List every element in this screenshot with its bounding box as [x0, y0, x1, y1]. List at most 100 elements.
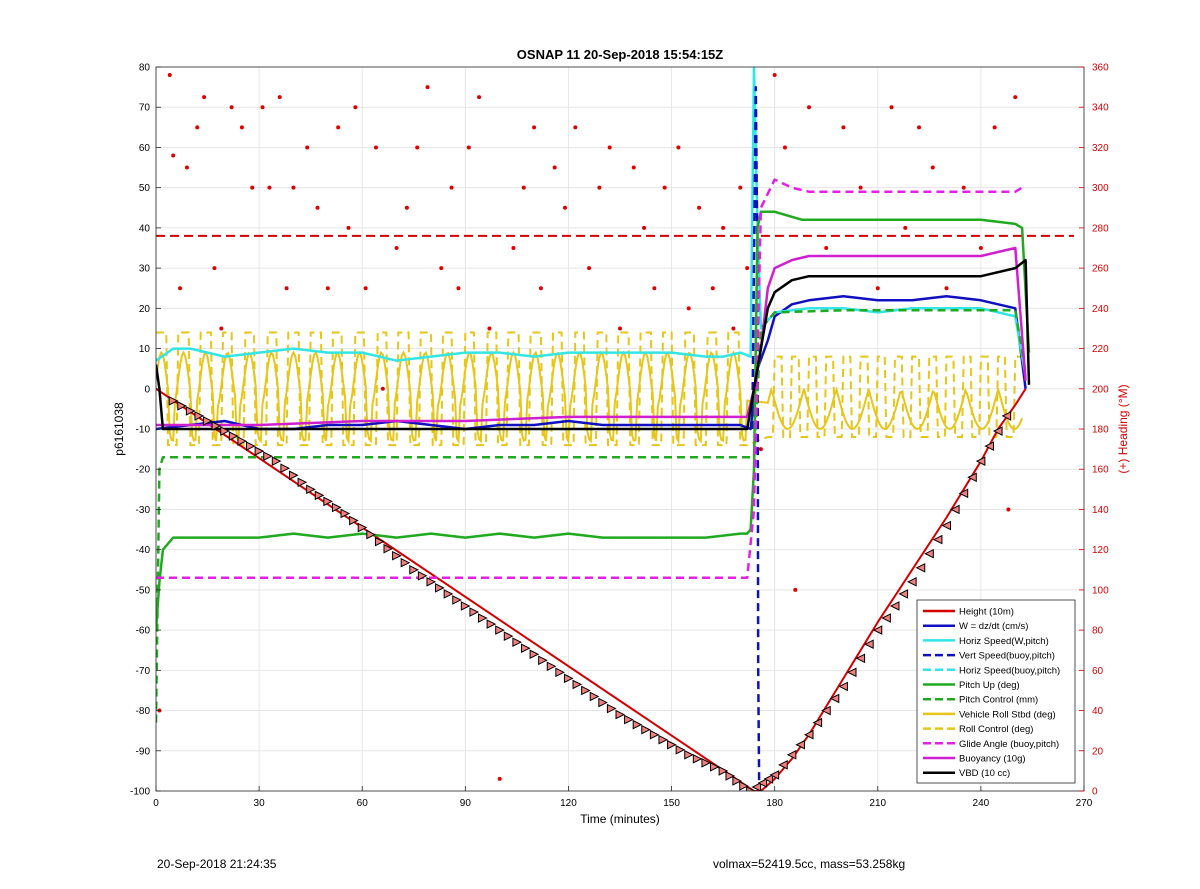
y2-tick-label: 0 [1092, 787, 1098, 798]
attitude-marker [460, 601, 471, 611]
attitude-marker [185, 406, 196, 416]
attitude-marker [829, 693, 840, 704]
heading-point [219, 326, 224, 331]
legend-label: W = dz/dt (cm/s) [959, 621, 1028, 632]
heading-point [587, 266, 592, 271]
attitude-marker [778, 760, 788, 770]
heading-point [239, 125, 244, 130]
heading-point [195, 125, 200, 130]
heading-point [992, 125, 997, 130]
heading-point [875, 286, 880, 291]
heading-point [456, 286, 461, 291]
heading-point [363, 286, 368, 291]
attitude-marker [374, 536, 385, 547]
y-tick-label: -60 [136, 626, 151, 637]
heading-point [889, 105, 894, 110]
attitude-marker [624, 714, 634, 725]
attitude-marker [237, 436, 248, 446]
y-tick-label: -50 [136, 585, 151, 596]
attitude-marker [246, 441, 256, 451]
x-tick-label: 90 [460, 798, 472, 809]
attitude-marker [732, 776, 742, 786]
attitude-marker [692, 754, 703, 764]
heading-point [477, 95, 482, 100]
attitude-marker [314, 490, 325, 501]
attitude-marker [710, 762, 720, 772]
chart-marks [156, 67, 1074, 791]
heading-point [607, 145, 612, 150]
attitude-marker [194, 411, 205, 421]
attitude-marker [280, 463, 291, 474]
heading-point [758, 447, 763, 452]
heading-point [793, 587, 798, 592]
attitude-marker [984, 441, 994, 451]
heading-point [563, 205, 568, 210]
attitude-marker [297, 477, 308, 488]
y-tick-label: -40 [136, 545, 151, 556]
heading-point [731, 326, 736, 331]
attitude-marker [495, 625, 505, 635]
heading-point [511, 246, 516, 250]
y2-tick-label: 340 [1092, 103, 1109, 114]
attitude-marker [555, 667, 565, 678]
attitude-marker [598, 697, 608, 708]
y2-tick-label: 80 [1092, 626, 1104, 637]
y-tick-label: -30 [136, 505, 151, 516]
y2-tick-label: 60 [1092, 666, 1104, 677]
heading-point [167, 73, 172, 78]
heading-point [662, 185, 667, 190]
attitude-marker [529, 649, 540, 660]
x-tick-label: 30 [254, 798, 266, 809]
attitude-marker [478, 613, 488, 623]
attitude-marker [739, 781, 749, 791]
heading-point [597, 185, 602, 190]
attitude-marker [452, 595, 462, 605]
heading-point [782, 145, 787, 150]
heading-point [346, 225, 351, 230]
y-tick-label: -90 [136, 746, 151, 757]
attitude-marker [763, 774, 774, 784]
attitude-marker [821, 705, 831, 716]
attitude-marker [641, 724, 651, 735]
attitude-marker [323, 496, 333, 507]
heading-point [415, 145, 420, 150]
attitude-marker [975, 456, 986, 466]
attitude-marker [615, 709, 626, 720]
heading-point [652, 286, 657, 291]
heading-point [858, 185, 863, 190]
attitude-marker [658, 734, 669, 745]
attitude-marker [967, 472, 977, 483]
attitude-marker [486, 619, 497, 629]
attitude-marker [538, 655, 548, 666]
attitude-marker [340, 508, 351, 519]
heading-point [466, 145, 471, 150]
attitude-marker [898, 589, 909, 599]
series-roll-control [156, 331, 1023, 447]
x-tick-label: 270 [1076, 798, 1093, 809]
y-tick-label: -10 [136, 425, 151, 436]
heading-point [373, 145, 378, 150]
attitude-marker [572, 679, 583, 690]
attitude-marker [546, 661, 557, 672]
y-tick-label: 80 [139, 63, 151, 74]
y2-tick-label: 160 [1092, 465, 1109, 476]
attitude-marker [400, 557, 411, 568]
attitude-marker [684, 749, 694, 760]
attitude-marker [915, 562, 926, 573]
heading-point [930, 165, 935, 170]
attitude-marker [417, 571, 428, 581]
heading-point [944, 286, 949, 291]
attitude-marker [357, 522, 368, 533]
y-axis-label: p6161038 [112, 402, 126, 456]
series-w-dz-dt-cm-s [156, 295, 1027, 431]
attitude-marker [932, 534, 943, 545]
heading-point [521, 185, 526, 190]
legend-label: Vert Speed(buoy,pitch) [959, 651, 1055, 662]
attitude-marker [746, 786, 756, 791]
y2-tick-label: 220 [1092, 344, 1109, 355]
x-tick-label: 120 [560, 798, 577, 809]
attitude-marker [632, 719, 643, 730]
x-tick-label: 60 [357, 798, 369, 809]
heading-point [745, 266, 750, 271]
